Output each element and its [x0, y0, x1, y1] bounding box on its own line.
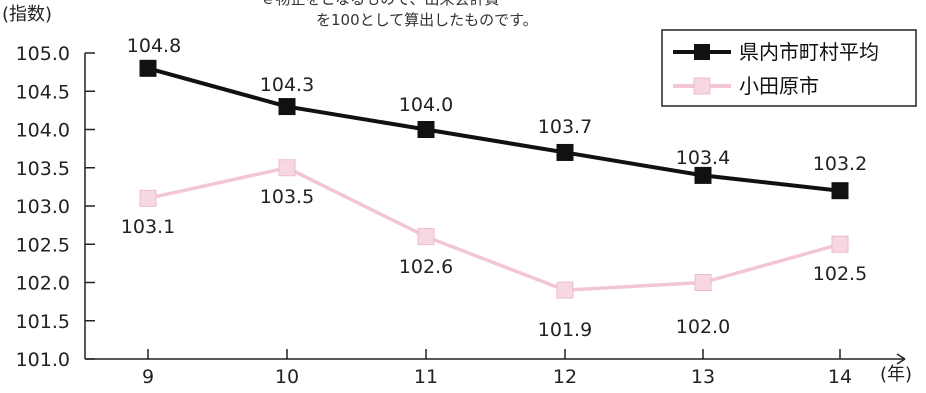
y-tick-label: 101.5	[16, 311, 70, 333]
series-2-point	[139, 189, 157, 207]
legend-label-series-2: 小田原市	[739, 74, 819, 98]
series-1-point	[694, 166, 712, 184]
series-1-point	[831, 182, 849, 200]
series-2-data-label: 103.5	[260, 186, 314, 208]
note-text-cut: ｅ物企をとなるもので、出来会計費	[261, 0, 500, 8]
legend-label-series-1: 県内市町村平均	[739, 40, 879, 64]
y-tick-label: 105.0	[16, 43, 70, 65]
note-text: を100として算出したものです。	[316, 11, 538, 29]
legend: 県内市町村平均 小田原市	[661, 29, 917, 107]
x-tick-label: 12	[553, 366, 577, 388]
series-2-point	[417, 228, 435, 246]
x-tick-label: 13	[691, 366, 715, 388]
series-1-point	[139, 59, 157, 77]
y-tick-label: 104.0	[16, 120, 70, 142]
series-1-data-label: 104.8	[127, 35, 181, 57]
y-tick-label: 102.5	[16, 234, 70, 256]
series-1-point	[556, 143, 574, 161]
series-1-data-label: 103.4	[676, 147, 730, 169]
series-1-data-label: 104.3	[260, 74, 314, 96]
series-2-data-label: 103.1	[121, 216, 175, 238]
series-2-point	[694, 274, 712, 291]
series-2-point	[831, 235, 849, 253]
y-tick-label: 104.5	[16, 81, 70, 103]
series-line-2	[147, 166, 841, 292]
series-layer	[139, 59, 849, 299]
x-axis-arrow	[896, 353, 906, 365]
y-tick-label: 103.5	[16, 158, 70, 180]
series-2-data-label: 102.6	[399, 256, 453, 278]
x-tick-label: 14	[828, 366, 852, 388]
y-tick-label: 101.0	[16, 349, 70, 371]
x-tick-label: 10	[275, 366, 299, 388]
series-line-1	[147, 66, 841, 193]
axes: 101.0 101.5 102.0 102.5 103.0 103.5 104.0 104.5…	[16, 43, 906, 388]
x-axis-unit: (年)	[880, 364, 912, 385]
series-2-data-label: 102.5	[813, 263, 867, 285]
series-2-data-label: 102.0	[676, 316, 730, 338]
x-tick-label: 11	[414, 366, 438, 388]
y-tick-label: 102.0	[16, 273, 70, 295]
series-1-data-label: 103.7	[538, 116, 592, 138]
y-tick-label: 103.0	[16, 196, 70, 218]
y-axis-unit: (指数)	[2, 4, 52, 25]
series-1-data-label: 104.0	[399, 94, 453, 116]
series-2-point	[556, 281, 574, 299]
legend-marker-series-2	[693, 77, 711, 95]
series-2-data-label: 101.9	[538, 319, 592, 341]
series-1-point	[417, 121, 435, 138]
x-tick-label: 9	[142, 366, 154, 388]
data-labels: 104.8 104.3 104.0 103.7 103.4 103.2 103.1 103.5…	[121, 35, 867, 341]
series-2-point	[278, 159, 296, 177]
series-1-data-label: 103.2	[813, 153, 867, 175]
legend-marker-series-1	[694, 44, 710, 60]
series-1-point	[278, 98, 296, 116]
